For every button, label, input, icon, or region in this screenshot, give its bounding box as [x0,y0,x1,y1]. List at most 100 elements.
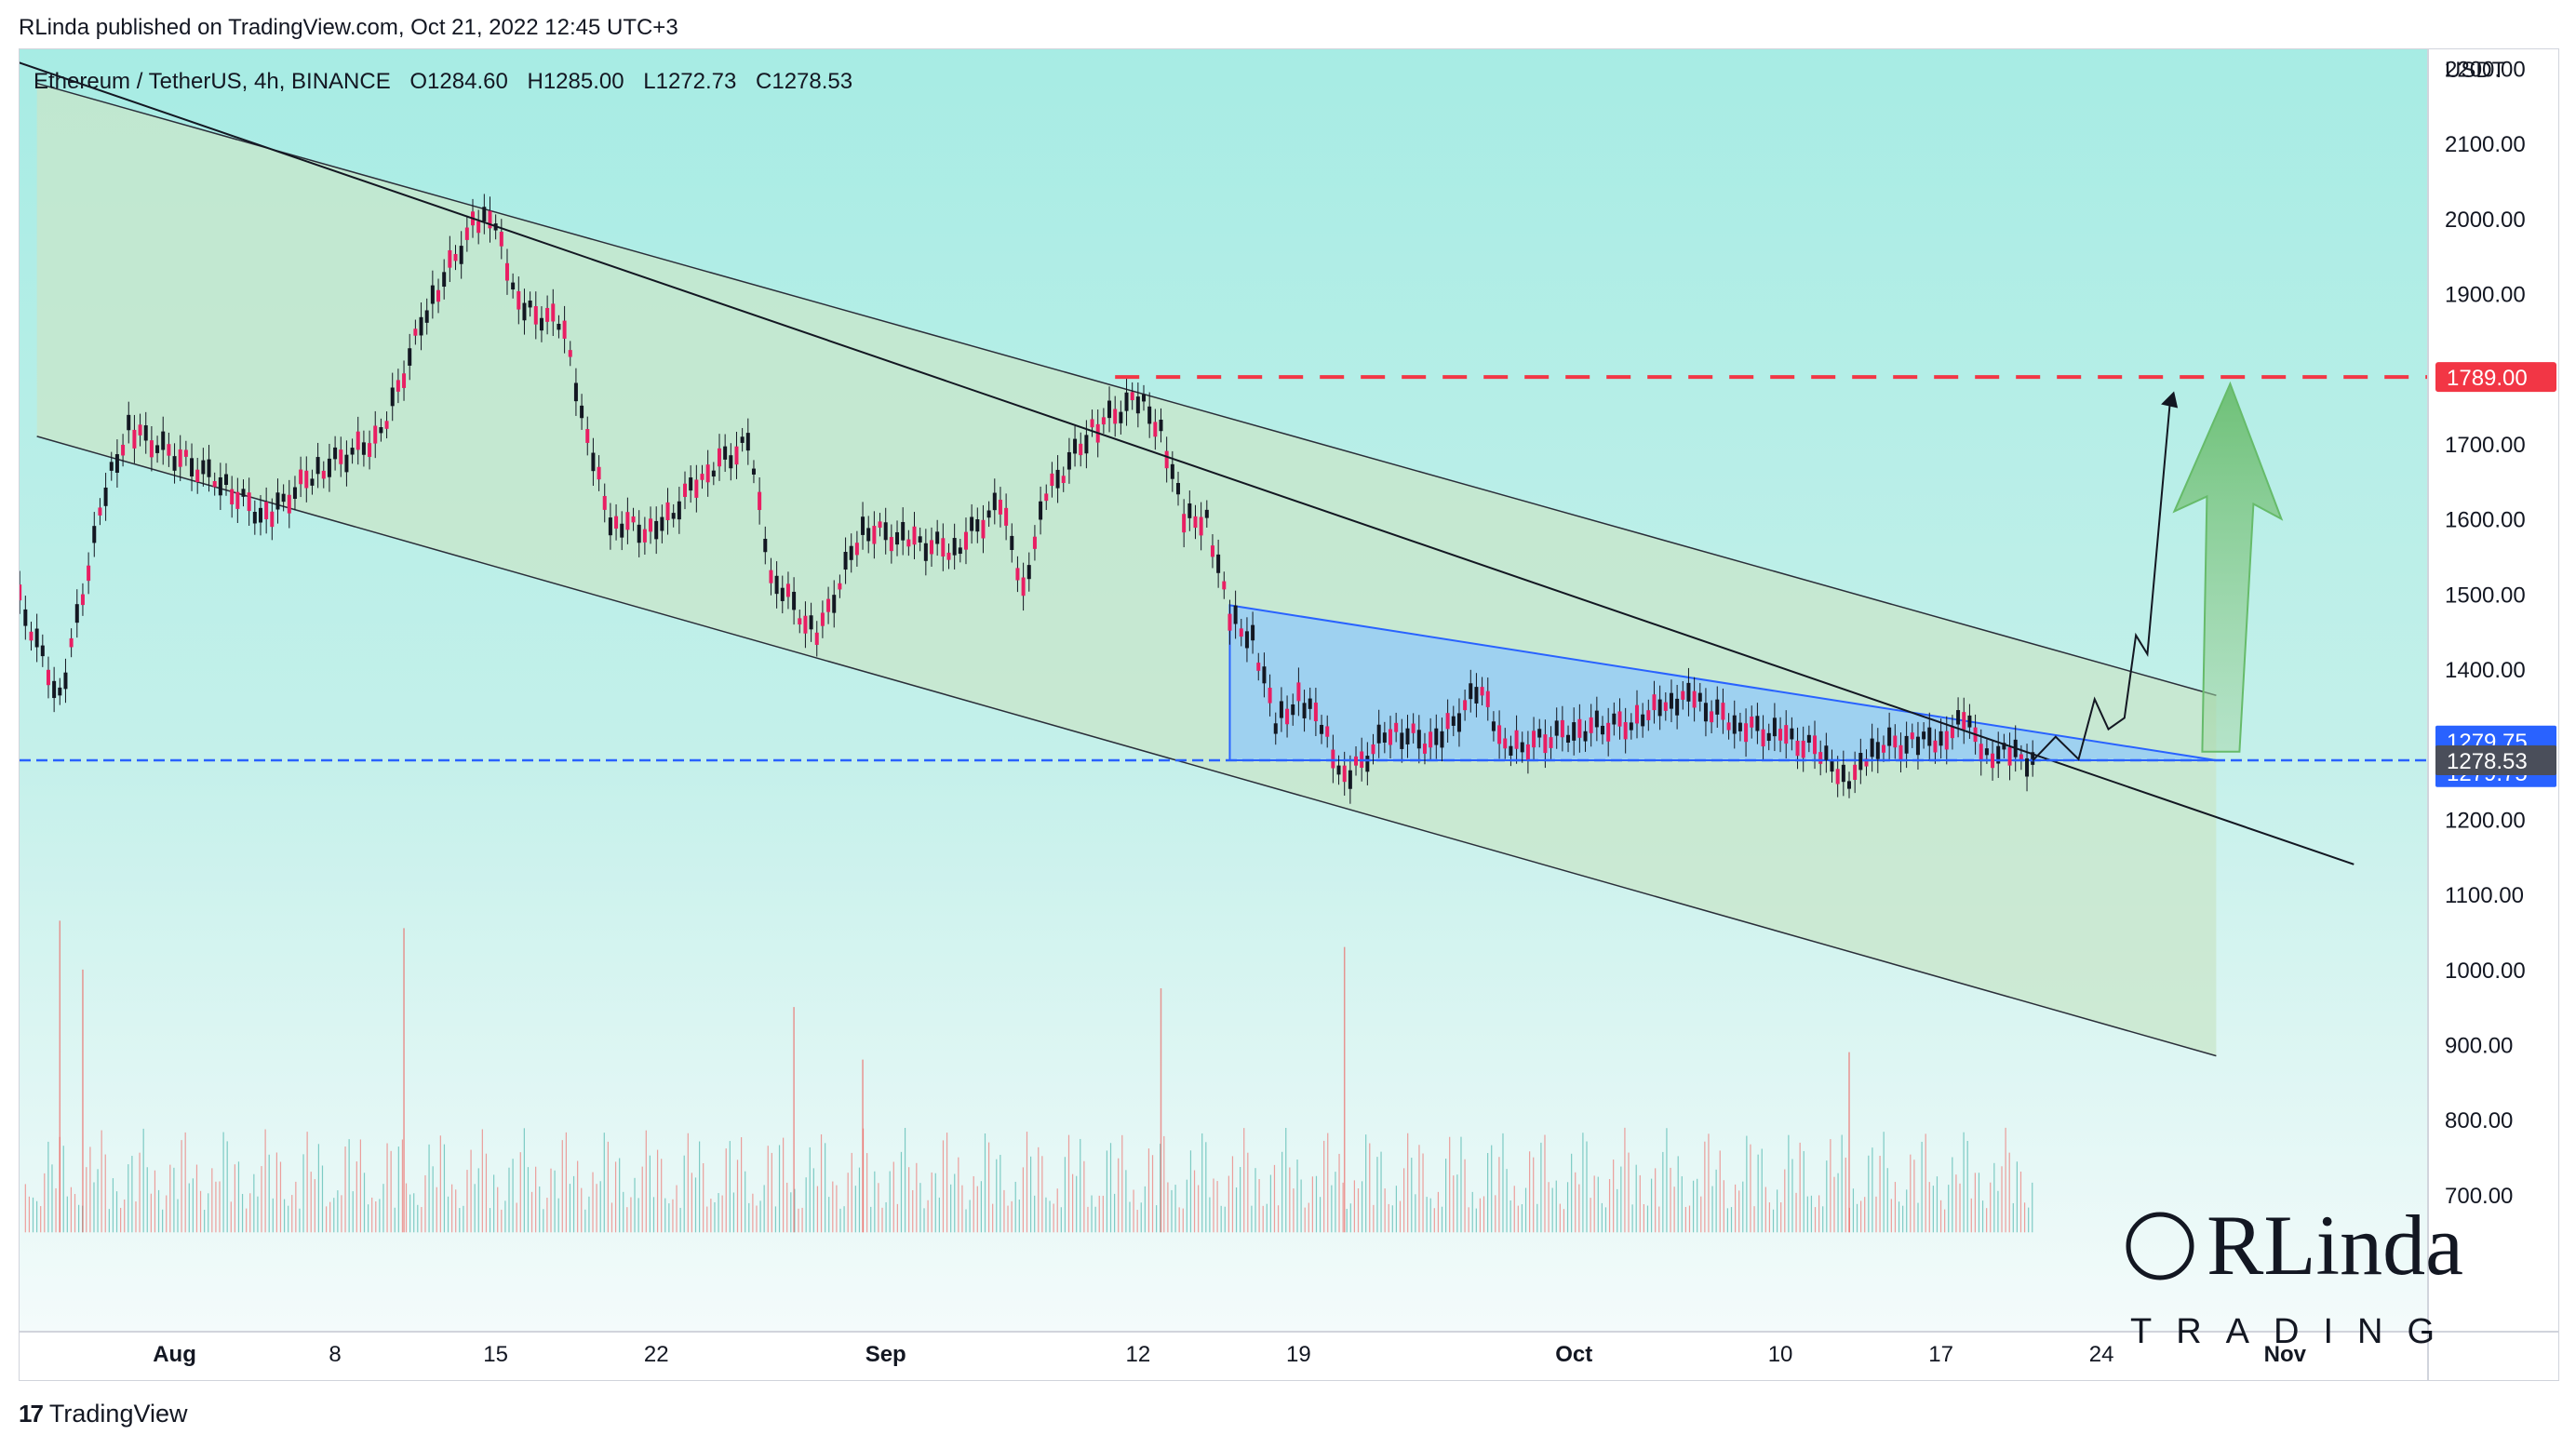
candle [1629,722,1633,731]
candle [511,282,516,290]
candle [1617,711,1622,727]
candle [745,433,750,451]
candle [1182,514,1187,533]
time-tick-label: 12 [1125,1342,1150,1367]
low-value: L1272.73 [643,69,737,94]
candle [161,431,166,450]
time-tick-label: 24 [2089,1342,2114,1367]
candle [1721,703,1725,720]
candle [2002,743,2006,750]
candle [1681,690,1685,700]
candle [247,492,251,512]
candle [1394,722,1399,732]
candle [1084,435,1089,454]
price-tick-label: 1100.00 [2445,883,2524,908]
candle [803,615,808,634]
candle [1210,545,1214,557]
candle [946,552,951,560]
candle [1251,624,1255,641]
time-tick-label: Nov [2264,1342,2307,1367]
candle [1853,764,1858,781]
candle [1864,758,1869,767]
candle [1577,718,1582,738]
candle [109,462,114,471]
tradingview-logo-icon: 17 [19,1400,44,1428]
candle [785,583,790,597]
candle [986,510,991,518]
candle [1320,724,1324,734]
candle [430,285,435,304]
candle [1244,631,1249,649]
candle [1904,735,1909,754]
candle [419,316,423,336]
candle [361,442,366,455]
candle [671,513,676,519]
candle [1566,734,1571,744]
candle [459,246,463,264]
tradingview-footer[interactable]: 17 TradingView [19,1400,188,1428]
candle [878,521,882,529]
candle [740,436,745,443]
candle [379,427,383,434]
candle [1067,451,1071,470]
candle [2025,758,2030,777]
candle [620,523,624,538]
candle [499,232,503,247]
candle [373,425,378,444]
candle [533,305,538,325]
candle [29,631,34,641]
candle [20,584,22,601]
candle [1342,765,1347,783]
watermark-rlinda: RLinda [2207,1198,2463,1293]
candle [1612,713,1617,725]
candle [1440,731,1444,748]
candle [1818,752,1823,764]
candle [1463,700,1468,711]
candle [1119,411,1123,423]
candle [711,470,716,477]
candle [963,531,968,550]
candle [935,531,940,544]
candle [941,538,946,556]
candle [952,538,957,556]
candle [80,594,85,606]
candle [448,249,452,268]
candle [1922,731,1926,740]
candle [275,492,280,510]
candle [264,502,269,519]
candle [1824,745,1829,760]
candle [883,522,888,541]
candle [127,414,131,431]
candle [1187,503,1192,518]
candle [1503,738,1508,749]
price-tick-label: 900.00 [2445,1034,2513,1059]
candle [906,539,911,547]
descending-channel-fill [36,83,2217,1056]
candle [1032,536,1037,549]
candle [1858,753,1863,771]
candle [1726,722,1731,731]
candle [642,529,647,543]
candle [1429,731,1433,748]
candle [1514,730,1519,749]
candle [1750,717,1754,728]
candle [327,458,331,477]
candle [1984,748,1989,756]
candle [1669,692,1673,709]
candle [1451,716,1456,726]
candle [694,479,699,498]
descending-triangle [1228,604,2217,762]
chart-frame[interactable]: USDT 2200.00 2100.00 2000.00 1900.00 1700.00 1… [19,48,2559,1381]
candle [1572,722,1576,741]
candle [614,516,619,530]
candle [705,464,710,483]
candle [1715,699,1720,715]
candle [1175,483,1180,495]
candle [224,474,229,486]
candle [1652,694,1657,711]
candle [1962,712,1966,730]
candle [734,446,739,465]
candle [585,429,590,443]
candle [1170,463,1174,479]
